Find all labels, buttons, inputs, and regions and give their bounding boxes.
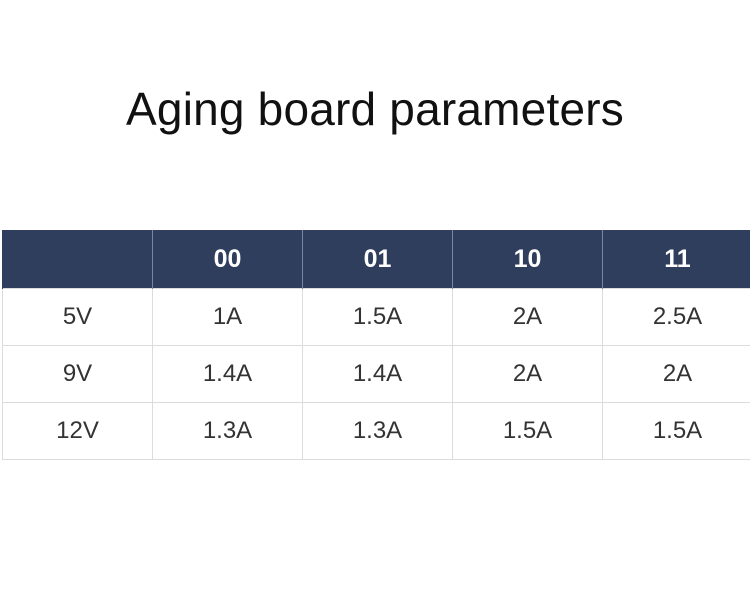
table-cell: 1.3A (302, 402, 453, 460)
table-cell: 1.4A (152, 345, 303, 403)
row-label-cell: 9V (2, 345, 153, 403)
table-header: 00 01 10 11 (2, 230, 750, 289)
table-cell: 1.5A (302, 288, 453, 346)
table-body: 5V 1A 1.5A 2A 2.5A 9V 1.4A 1.4A 2A 2A 12… (2, 288, 750, 460)
table-cell: 2A (602, 345, 750, 403)
header-cell-10: 10 (452, 230, 603, 289)
table-cell: 2A (452, 345, 603, 403)
header-cell-11: 11 (602, 230, 750, 289)
table-row: 12V 1.3A 1.3A 1.5A 1.5A (2, 402, 750, 460)
header-corner-cell (2, 230, 153, 289)
row-label-cell: 5V (2, 288, 153, 346)
header-row: 00 01 10 11 (2, 230, 750, 289)
table-cell: 1A (152, 288, 303, 346)
table-cell: 1.3A (152, 402, 303, 460)
table-cell: 2A (452, 288, 603, 346)
table-cell: 2.5A (602, 288, 750, 346)
table-row: 9V 1.4A 1.4A 2A 2A (2, 345, 750, 403)
parameters-table: 00 01 10 11 5V 1A 1.5A 2A 2.5A 9V 1.4A 1… (2, 230, 750, 460)
table-cell: 1.5A (602, 402, 750, 460)
header-cell-00: 00 (152, 230, 303, 289)
page-title: Aging board parameters (126, 83, 624, 135)
table-cell: 1.5A (452, 402, 603, 460)
table-cell: 1.4A (302, 345, 453, 403)
header-cell-01: 01 (302, 230, 453, 289)
table-row: 5V 1A 1.5A 2A 2.5A (2, 288, 750, 346)
row-label-cell: 12V (2, 402, 153, 460)
